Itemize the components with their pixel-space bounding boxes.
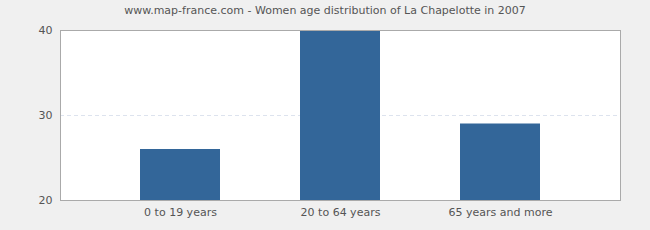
svg-text:20: 20 bbox=[39, 194, 53, 207]
svg-text:30: 30 bbox=[39, 109, 53, 122]
svg-text:0 to 19 years: 0 to 19 years bbox=[144, 206, 217, 219]
svg-text:40: 40 bbox=[39, 24, 53, 37]
html-text:www.map-france.com - Women age: www.map-france.com - Women age distribut… bbox=[124, 4, 526, 17]
svg-text:20 to 64 years: 20 to 64 years bbox=[301, 206, 381, 219]
svg-text:65 years and more: 65 years and more bbox=[449, 206, 553, 219]
